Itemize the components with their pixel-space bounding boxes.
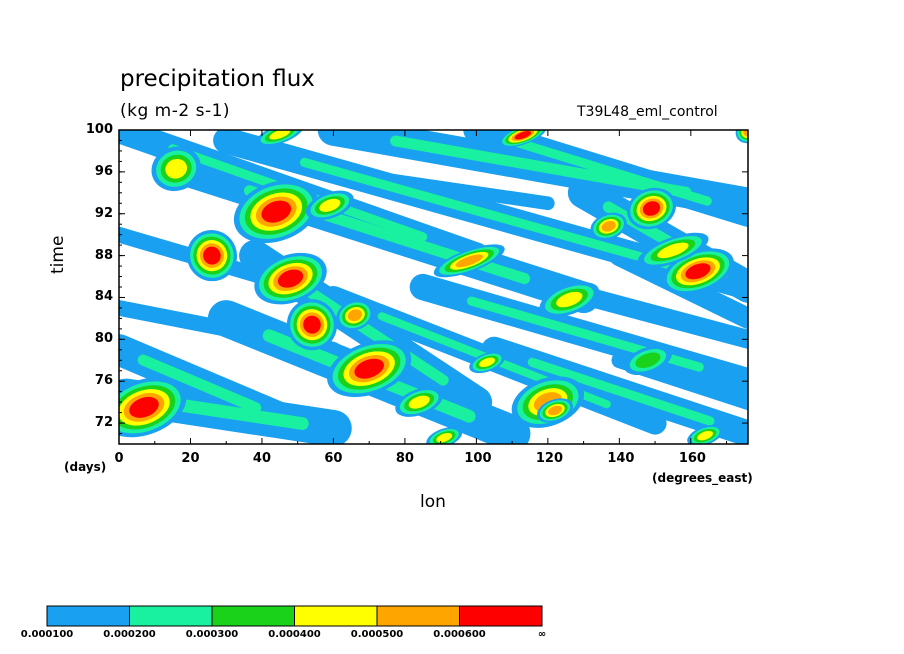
precip-maximum	[254, 252, 327, 305]
precip-maximum	[637, 232, 709, 268]
contour-level-5	[347, 309, 362, 322]
x-tick-label: 20	[181, 451, 200, 466]
contour-level-5	[455, 254, 483, 268]
x-tick-label: 40	[252, 451, 271, 466]
contour-level-4	[657, 242, 689, 259]
x-tick-label: 100	[464, 451, 492, 466]
precip-maximum	[426, 426, 463, 444]
contour-level-4	[436, 432, 453, 443]
colorbar-swatch	[294, 605, 378, 627]
colorbar-swatch	[211, 605, 295, 627]
contour-level-4	[556, 291, 583, 308]
x-axis-units: (degrees_east)	[652, 471, 753, 485]
colorbar-label: 0.000300	[185, 629, 239, 640]
x-tick-label: 0	[114, 451, 124, 466]
y-tick-label: 100	[85, 122, 113, 137]
x-tick-label: 80	[395, 451, 414, 466]
precip-maximum	[395, 387, 444, 417]
precip-maximum	[327, 340, 412, 398]
contour-level-3	[635, 352, 661, 369]
y-tick-label: 72	[94, 415, 113, 431]
precip-maximum	[687, 424, 724, 444]
colorbar	[46, 605, 543, 627]
colorbar-swatch	[376, 605, 460, 627]
precip-maximum	[590, 212, 627, 240]
precip-band-core	[137, 354, 262, 414]
precip-maximum	[536, 398, 574, 423]
contour-level-6	[303, 315, 321, 334]
x-axis-label: lon	[420, 492, 446, 512]
colorbar-swatch	[129, 605, 213, 627]
contour-level-4	[165, 158, 188, 179]
precip-maximum	[336, 300, 374, 331]
precip-band-core	[512, 137, 712, 206]
x-tick-label: 160	[678, 451, 706, 466]
colorbar-label: ∞	[537, 629, 547, 640]
contour-level-6	[642, 201, 661, 216]
colorbar-label: 0.000200	[103, 629, 156, 640]
y-tick-label: 84	[94, 289, 113, 305]
y-tick-label: 96	[94, 163, 113, 179]
y-tick-label: 80	[94, 331, 113, 347]
precip-maximum	[151, 146, 201, 192]
y-axis-units: (days)	[64, 460, 107, 474]
precip-maximum	[539, 282, 600, 317]
colorbar-label: 0.000400	[268, 629, 321, 640]
precip-band-core	[299, 157, 675, 270]
x-tick-label: 140	[607, 451, 635, 466]
precip-band-core	[527, 357, 715, 426]
x-tick-label: 60	[324, 451, 343, 466]
contour-level-4	[408, 395, 430, 409]
run-label: T39L48_eml_control	[577, 104, 718, 120]
precip-maximum	[627, 187, 677, 230]
colorbar-label: 0.000600	[433, 629, 486, 640]
contour-level-6	[261, 200, 292, 223]
contour-level-5	[548, 405, 563, 416]
precip-maximum	[286, 299, 338, 351]
contour-level-4	[319, 198, 341, 212]
precip-maximum	[233, 180, 319, 243]
precip-band	[502, 267, 748, 349]
precip-maximum	[305, 190, 354, 221]
contour-level-4	[269, 130, 291, 140]
colorbar-label: 0.000500	[350, 629, 404, 640]
precip-maximum	[119, 377, 187, 438]
x-tick-label: 120	[535, 451, 563, 466]
chart-title: precipitation flux	[120, 66, 315, 92]
contour-level-5	[743, 130, 748, 137]
contour-level-5	[601, 221, 616, 232]
colorbar-label: 0.000100	[20, 629, 74, 640]
colorbar-swatch	[46, 605, 130, 627]
precip-band-core	[282, 272, 449, 386]
y-tick-label: 88	[94, 247, 113, 263]
contour-level-6	[277, 269, 304, 288]
colorbar-swatch	[459, 605, 543, 627]
contour-level-4	[479, 357, 496, 368]
contour-level-6	[685, 263, 711, 280]
precip-maximum	[186, 230, 238, 282]
contour-level-6	[514, 130, 532, 140]
precip-maximum	[624, 345, 672, 376]
units-label: (kg m-2 s-1)	[120, 101, 231, 121]
contour-level-6	[129, 396, 159, 418]
contour-level-4	[697, 430, 714, 441]
contour-level-6	[354, 358, 384, 379]
precip-maximum	[469, 351, 506, 374]
y-tick-label: 92	[94, 205, 113, 221]
contour-level-6	[203, 246, 221, 265]
y-tick-label: 76	[94, 373, 113, 389]
precip-maximum	[433, 244, 505, 278]
